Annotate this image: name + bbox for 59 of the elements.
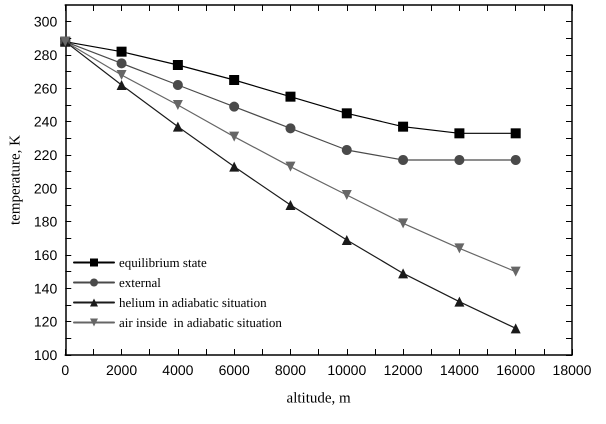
legend-label: helium in adiabatic situation xyxy=(119,295,268,310)
point xyxy=(285,200,296,210)
x-axis-title: altitude, m xyxy=(286,390,352,406)
y-axis-title: temperature, K xyxy=(8,134,24,225)
point xyxy=(116,58,127,68)
point xyxy=(116,80,127,90)
point xyxy=(285,162,296,172)
point xyxy=(510,323,521,334)
x-tick-label: 16000 xyxy=(496,362,536,378)
point xyxy=(285,123,296,134)
y-tick-label: 120 xyxy=(34,314,58,330)
x-tick-label: 14000 xyxy=(440,362,480,378)
x-tick-label: 0 xyxy=(61,362,70,378)
x-tick-label: 6000 xyxy=(218,362,250,378)
point xyxy=(398,218,408,228)
y-tick-label: 200 xyxy=(34,180,58,196)
point xyxy=(116,70,127,80)
x-tick-label: 10000 xyxy=(327,362,366,378)
point xyxy=(285,92,296,102)
y-tick-label: 100 xyxy=(34,347,58,363)
point xyxy=(398,122,408,132)
point xyxy=(454,128,464,138)
y-tick-label: 220 xyxy=(34,147,58,163)
point xyxy=(510,128,521,138)
point xyxy=(172,60,183,70)
point xyxy=(454,296,464,307)
legend-label: equilibrium state xyxy=(119,255,207,270)
point xyxy=(454,243,464,254)
y-tick-label: 140 xyxy=(34,280,58,296)
legend-label: external xyxy=(119,275,162,290)
y-tick-label: 280 xyxy=(34,47,58,63)
y-tick-label: 180 xyxy=(34,214,58,230)
point xyxy=(510,266,521,277)
point xyxy=(342,190,352,200)
point xyxy=(510,155,521,165)
point xyxy=(342,145,352,155)
x-tick-label: 2000 xyxy=(106,362,138,378)
legend-label: air inside in adiabatic situation xyxy=(119,315,282,330)
y-tick-label: 240 xyxy=(34,114,58,130)
point xyxy=(172,100,183,110)
point xyxy=(116,46,127,57)
point xyxy=(229,75,240,85)
point xyxy=(229,162,240,172)
point xyxy=(398,155,408,165)
point xyxy=(172,80,183,90)
point xyxy=(229,102,240,112)
point xyxy=(342,235,352,245)
x-tick-label: 4000 xyxy=(162,362,194,378)
point xyxy=(229,132,240,142)
point xyxy=(172,122,183,132)
point xyxy=(342,108,352,118)
x-tick-label: 8000 xyxy=(274,362,306,378)
x-tick-label: 18000 xyxy=(552,362,592,378)
point xyxy=(454,155,464,165)
x-tick-label: 12000 xyxy=(384,362,423,378)
y-tick-label: 260 xyxy=(34,80,58,96)
point xyxy=(398,268,408,278)
y-tick-label: 160 xyxy=(34,247,58,263)
y-tick-label: 300 xyxy=(34,14,58,30)
